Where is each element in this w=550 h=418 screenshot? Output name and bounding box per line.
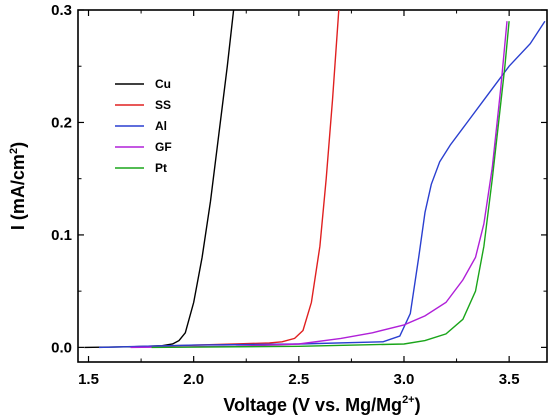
legend-label-cu: Cu <box>155 77 171 91</box>
series-line-al <box>98 20 546 349</box>
legend-label-pt: Pt <box>155 161 167 175</box>
x-axis-title-main: Voltage (V vs. Mg/Mg <box>223 395 402 415</box>
y-tick-label: 0.1 <box>51 227 72 244</box>
x-tick-label: 3.0 <box>394 371 415 388</box>
x-axis-title-superscript: 2+ <box>402 394 415 406</box>
legend: Cu SS Al GF Pt <box>115 77 172 175</box>
legend-label-ss: SS <box>155 98 171 112</box>
y-tick-label: 0.2 <box>51 114 72 131</box>
series-layer <box>84 10 546 349</box>
series-line-cu <box>84 10 235 349</box>
y-axis-title-superscript: 2 <box>8 148 20 154</box>
series-line-gf <box>130 21 508 349</box>
y-axis-title: I (mA/cm2) <box>8 142 28 230</box>
y-axis-title-main: I (mA/cm <box>8 154 28 230</box>
plot-frame <box>77 9 548 363</box>
y-tick-label: 0.0 <box>51 339 72 356</box>
y-tick-label: 0.3 <box>51 2 72 19</box>
x-tick-label: 1.5 <box>78 371 99 388</box>
x-tick-label: 2.0 <box>183 371 204 388</box>
tick-layer: 1.5 2.0 2.5 3.0 3.5 0.0 0.1 0.2 0.3 <box>51 2 547 388</box>
x-axis-title: Voltage (V vs. Mg/Mg2+) <box>223 394 420 415</box>
y-axis-title-close: ) <box>8 142 28 148</box>
series-line-ss <box>151 10 340 347</box>
series-line-pt <box>151 21 510 349</box>
x-tick-label: 2.5 <box>288 371 309 388</box>
x-axis-title-close: ) <box>415 395 421 415</box>
x-tick-label: 3.5 <box>499 371 520 388</box>
legend-label-al: Al <box>155 119 167 133</box>
legend-label-gf: GF <box>155 140 172 154</box>
